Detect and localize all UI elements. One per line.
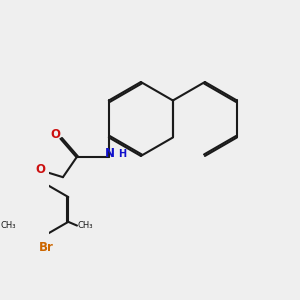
Text: O: O [36,163,46,176]
Text: O: O [50,128,61,142]
Text: H: H [118,148,127,159]
Text: CH₃: CH₃ [78,221,93,230]
Text: CH₃: CH₃ [0,221,16,230]
Text: Br: Br [39,242,54,254]
Text: N: N [105,147,115,160]
